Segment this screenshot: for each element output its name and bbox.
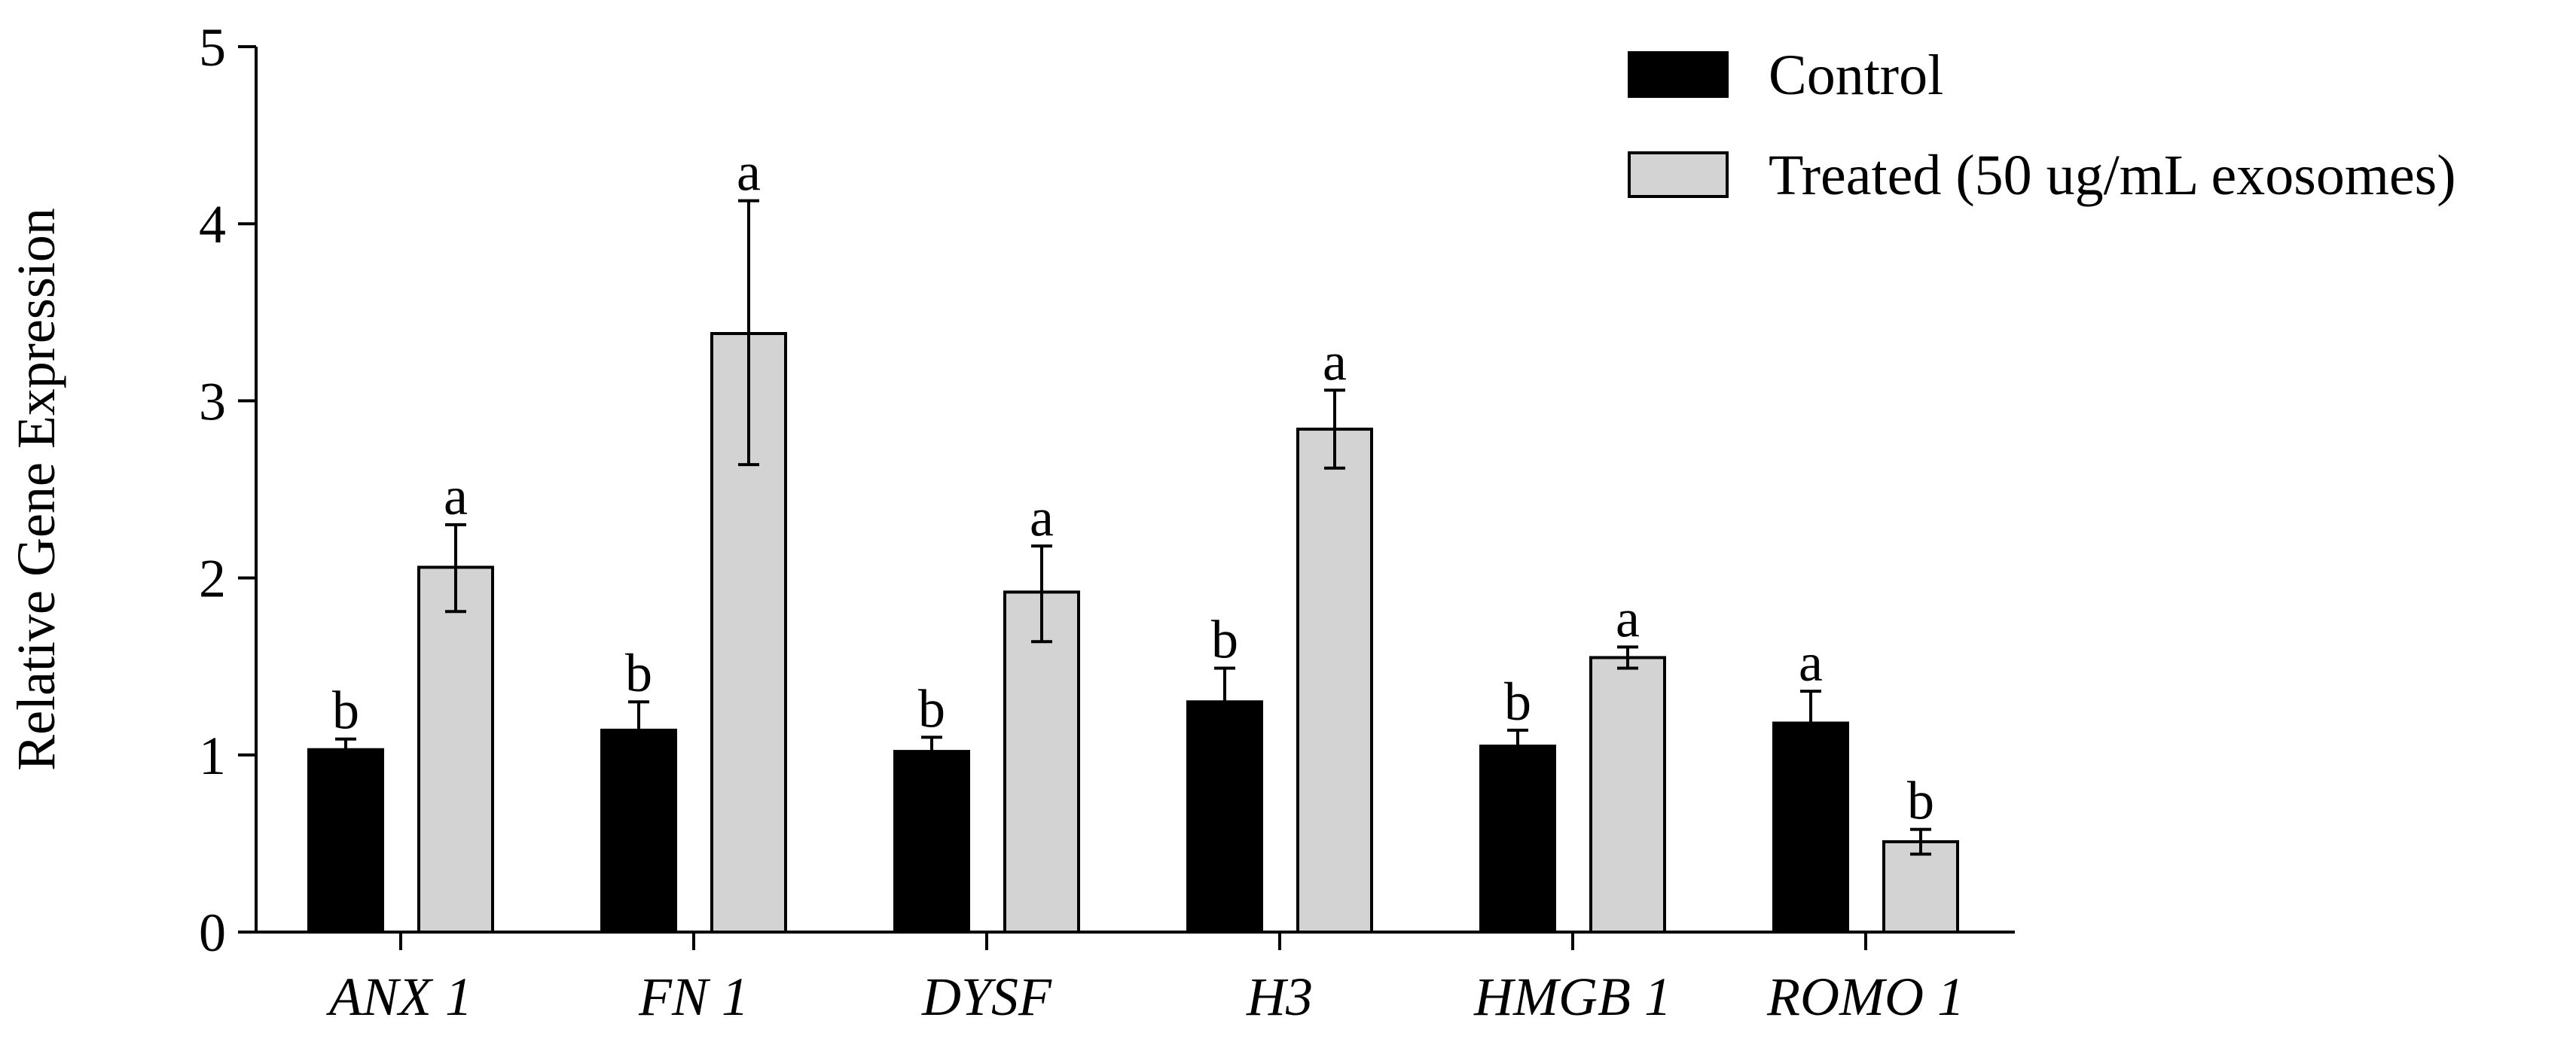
y-axis-title: Relative Gene Expression [6,208,66,771]
significance-label: b [1211,610,1238,670]
significance-label: a [1616,588,1640,648]
bars [307,332,1959,934]
x-tick-label: ANX 1 [326,967,472,1027]
y-tick-label: 3 [199,371,226,431]
significance-label: a [1030,487,1054,547]
bar-control [893,750,970,934]
y-tick-label: 0 [199,903,226,963]
significance-label: a [444,466,468,526]
significance-label: b [918,678,945,739]
x-tick-label: H3 [1246,967,1313,1027]
error-bars [335,199,1931,856]
significance-label: a [1323,331,1347,391]
bar-control [307,748,384,934]
y-tick-label: 1 [199,726,226,786]
x-tick-label: ROMO 1 [1766,967,1964,1027]
x-tick-label: DYSF [921,967,1052,1027]
x-tick-label: HMGB 1 [1473,967,1671,1027]
y-tick-label: 4 [199,194,226,254]
bar-treated [1882,840,1959,934]
bar-treated [417,565,494,934]
significance-label: b [625,643,652,703]
bar-treated [1589,656,1666,934]
legend: Control Treated (50 ug/mL exosomes) [1628,44,2456,207]
significance-labels: b a b a b a b a b a a b [332,142,1934,831]
legend-swatch-control [1628,51,1729,98]
significance-label: b [1907,771,1934,831]
bar-treated [1296,428,1373,934]
legend-swatch-treated [1628,151,1729,198]
significance-label: a [737,142,761,203]
y-tick-label: 2 [199,549,226,609]
bar-treated [1003,590,1080,934]
bar-control [1479,745,1556,934]
bar-control [600,728,677,934]
bar-control [1186,700,1263,934]
y-tick-label: 5 [199,17,226,78]
legend-label-treated: Treated (50 ug/mL exosomes) [1769,144,2456,207]
significance-label: a [1799,632,1823,693]
legend-label-control: Control [1769,44,1943,107]
significance-label: b [1504,672,1531,732]
axes: 0 1 2 3 4 5 Relative Gene Expression ANX 1 FN 1 D… [6,17,2015,1027]
significance-label: b [332,681,359,741]
x-tick-label: FN 1 [638,967,749,1027]
